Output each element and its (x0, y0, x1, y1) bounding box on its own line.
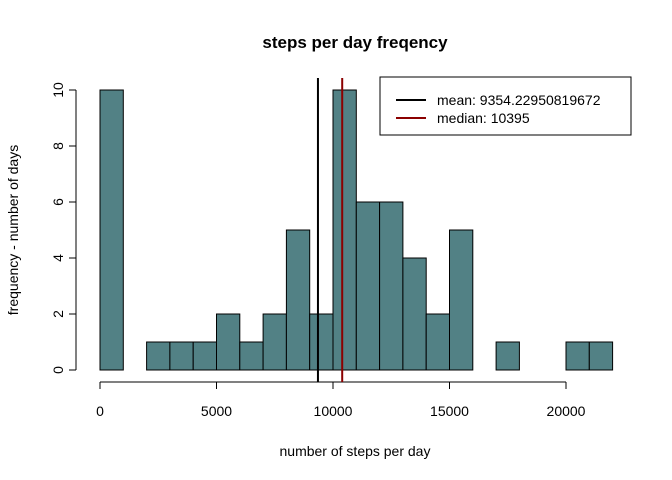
bar-7 (262, 313, 287, 371)
bar-11 (355, 201, 381, 371)
bar-14 (425, 313, 451, 371)
legend-label-0: mean: 9354.22950819672 (437, 92, 601, 108)
bar-15 (449, 229, 474, 371)
y-tick-label-2: 4 (50, 254, 66, 262)
bar-12 (379, 201, 404, 371)
chart-title: steps per day freqency (262, 33, 448, 52)
bar-20 (565, 341, 590, 371)
x-tick-label-4: 20000 (547, 403, 586, 419)
bar-10 (332, 89, 357, 371)
bar-9 (309, 313, 334, 371)
reference-lines (316, 78, 344, 382)
bar-4 (192, 341, 217, 371)
x-axis: 0 5000 10000 15000 20000 (96, 381, 586, 419)
y-tick-label-1: 2 (50, 310, 66, 318)
bar-13 (402, 257, 427, 371)
legend-box (379, 76, 632, 136)
x-tick-label-3: 15000 (430, 403, 469, 419)
y-tick-label-5: 10 (50, 82, 66, 98)
legend-label-1: median: 10395 (437, 110, 530, 126)
bar-17 (495, 341, 520, 371)
x-tick-label-2: 10000 (314, 403, 353, 419)
bar-21 (588, 341, 614, 371)
bar-6 (239, 341, 264, 371)
x-tick-label-1: 5000 (201, 403, 232, 419)
y-tick-label-4: 8 (50, 142, 66, 150)
y-tick-label-0: 0 (50, 366, 66, 374)
bar-2 (146, 341, 171, 371)
bar-3 (169, 341, 194, 371)
y-axis: 0 2 4 6 8 10 (50, 82, 77, 374)
legend: mean: 9354.22950819672 median: 10395 (379, 76, 632, 136)
x-tick-label-0: 0 (96, 403, 104, 419)
bar-8 (285, 229, 311, 371)
bar-5 (216, 313, 241, 371)
bar-0 (99, 89, 124, 371)
y-tick-label-3: 6 (50, 198, 66, 206)
bars-group (99, 89, 614, 371)
x-axis-label: number of steps per day (280, 443, 431, 459)
y-axis-label: frequency - number of days (5, 145, 21, 315)
